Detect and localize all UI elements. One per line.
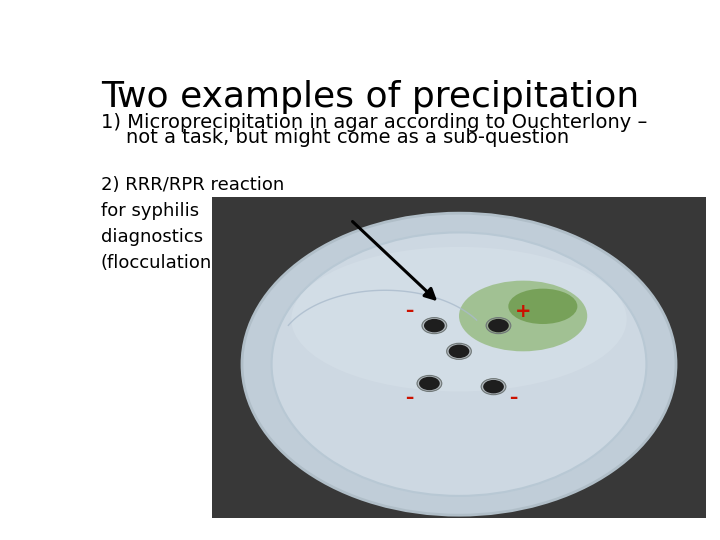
Text: –: –: [405, 302, 414, 320]
Text: 1) Microprecipitation in agar according to Ouchterlony –: 1) Microprecipitation in agar according …: [101, 112, 647, 132]
Ellipse shape: [483, 380, 504, 394]
Ellipse shape: [292, 247, 626, 392]
Ellipse shape: [271, 232, 647, 496]
Ellipse shape: [417, 375, 442, 392]
Ellipse shape: [508, 289, 577, 324]
Ellipse shape: [419, 377, 440, 390]
Ellipse shape: [449, 345, 469, 358]
Ellipse shape: [485, 318, 511, 334]
Ellipse shape: [242, 213, 676, 515]
Text: Two examples of precipitation: Two examples of precipitation: [101, 80, 639, 114]
Text: 2) RRR/RPR reaction
for syphilis
diagnostics
(flocculation): 2) RRR/RPR reaction for syphilis diagnos…: [101, 177, 284, 272]
Text: –: –: [509, 389, 518, 407]
Ellipse shape: [459, 281, 588, 352]
Ellipse shape: [481, 379, 506, 395]
Ellipse shape: [424, 319, 445, 332]
Text: +: +: [515, 302, 531, 321]
Ellipse shape: [446, 343, 472, 360]
Ellipse shape: [421, 318, 447, 334]
Ellipse shape: [488, 319, 509, 332]
Text: not a task, but might come as a sub-question: not a task, but might come as a sub-ques…: [101, 128, 569, 147]
Text: –: –: [405, 389, 414, 407]
